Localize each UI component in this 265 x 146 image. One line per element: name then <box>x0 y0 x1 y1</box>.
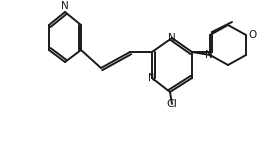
Text: N: N <box>205 50 213 60</box>
Text: N: N <box>61 1 69 11</box>
Text: N: N <box>168 33 176 43</box>
Text: Cl: Cl <box>167 99 178 109</box>
Text: O: O <box>248 30 256 40</box>
Text: N: N <box>148 73 156 83</box>
